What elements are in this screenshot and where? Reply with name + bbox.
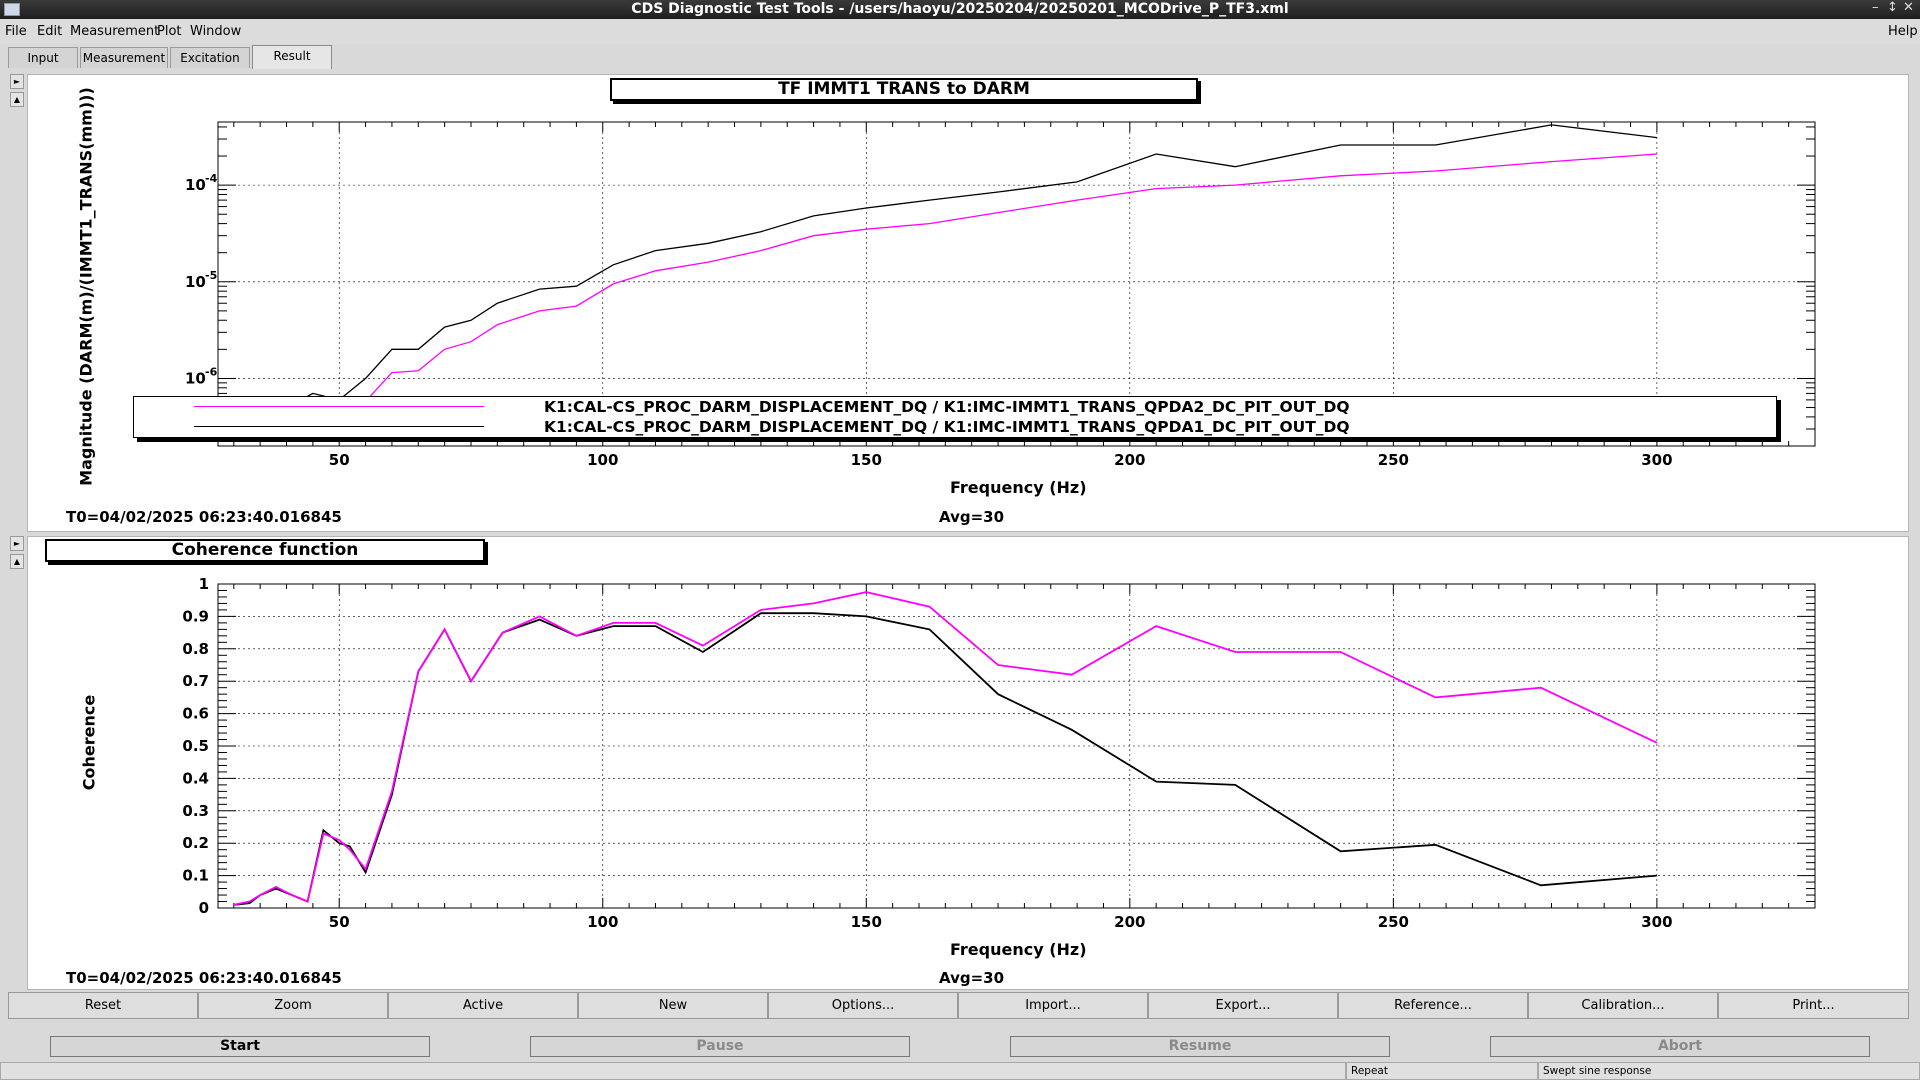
status-mode: Swept sine response [1538,1062,1920,1080]
x-tick-label: 300 [1641,913,1672,931]
tab-result[interactable]: Result [252,45,332,69]
y-tick-label: 0.3 [182,802,209,820]
tab-input[interactable]: Input [8,47,78,68]
reset-button[interactable]: Reset [8,992,198,1019]
start-button[interactable]: Start [50,1036,430,1057]
plot2-t0-label: T0=04/02/2025 06:23:40.016845 [66,969,342,987]
x-tick-label: 200 [1114,913,1145,931]
plot1-avg-label: Avg=30 [939,508,1005,526]
y-tick-label-exponent: -5 [205,269,217,282]
series-line-qpda2 [233,591,1658,906]
legend-label-qpda1: K1:CAL-CS_PROC_DARM_DISPLACEMENT_DQ / K1… [544,418,1350,436]
y-tick-label: 1 [199,575,209,593]
legend-label-qpda2: K1:CAL-CS_PROC_DARM_DISPLACEMENT_DQ / K1… [544,398,1350,416]
y-tick-label: 10 [185,369,206,387]
x-tick-label: 50 [329,451,350,469]
plot1-t0-label: T0=04/02/2025 06:23:40.016845 [66,508,342,526]
y-tick-label-exponent: -4 [205,172,218,185]
x-tick-label: 200 [1114,451,1145,469]
menu-file[interactable]: File [5,24,27,39]
y-tick-label: 0.8 [182,640,209,658]
plot2-title: Coherence function [45,539,485,562]
status-repeat: Repeat [1346,1062,1538,1080]
zoom-button[interactable]: Zoom [198,992,388,1019]
legend-entry-qpda1: K1:CAL-CS_PROC_DARM_DISPLACEMENT_DQ / K1… [134,418,1776,436]
legend-entry-qpda2: K1:CAL-CS_PROC_DARM_DISPLACEMENT_DQ / K1… [134,398,1776,416]
active-button[interactable]: Active [388,992,578,1019]
plot2-avg-label: Avg=30 [939,969,1005,987]
minimize-button[interactable]: – [1872,0,1879,15]
status-message [0,1062,1346,1080]
plot1-title: TF IMMT1 TRANS to DARM [610,78,1198,101]
new-button[interactable]: New [578,992,768,1019]
window-title: CDS Diagnostic Test Tools - /users/haoyu… [631,1,1289,17]
x-tick-label: 150 [851,913,882,931]
x-tick-label: 250 [1378,451,1409,469]
y-tick-label-exponent: -6 [205,365,218,378]
import-button[interactable]: Import... [958,992,1148,1019]
plot1-legend: K1:CAL-CS_PROC_DARM_DISPLACEMENT_DQ / K1… [133,396,1777,438]
maximize-button[interactable]: ↕ [1887,0,1898,15]
y-tick-label: 0.4 [182,769,209,787]
y-tick-label: 10 [185,273,206,291]
menu-bar: File Edit Measurement Plot Window Help [0,20,1920,44]
y-tick-label: 0 [199,899,209,917]
reference-button[interactable]: Reference... [1338,992,1528,1019]
coherence-plot[interactable]: 50 100 150 200 250 30000.10.20.30.40.50.60.70… [0,0,1920,1000]
abort-button[interactable]: Abort [1490,1036,1870,1057]
tab-strip: Input Measurement Excitation Result [0,45,1920,69]
y-tick-label: 0.1 [182,867,209,885]
export-button[interactable]: Export... [1148,992,1338,1019]
collapse-up-icon[interactable]: ▲ [10,554,24,569]
x-tick-label: 150 [851,451,882,469]
expand-right-icon[interactable]: ► [10,74,24,89]
print-button[interactable]: Print... [1718,992,1909,1019]
x-tick-label: 300 [1641,451,1672,469]
menu-measurement[interactable]: Measurement [70,24,160,39]
x-tick-label: 250 [1378,913,1409,931]
series-line-qpda1 [249,124,1657,415]
plot-frame [217,583,1816,909]
plot2-x-axis-label: Frequency (Hz) [950,940,1087,959]
menu-edit[interactable]: Edit [37,24,63,39]
y-tick-label: 0.6 [182,705,209,723]
plot-button-bar: Reset Zoom Active New Options... Import.… [8,992,1909,1019]
y-tick-label: 0.2 [182,834,209,852]
close-button[interactable]: ✕ [1903,0,1914,15]
collapse-up-icon[interactable]: ▲ [10,92,24,107]
menu-window[interactable]: Window [190,24,242,39]
y-tick-label: 0.7 [182,672,209,690]
y-tick-label: 0.5 [182,737,209,755]
legend-swatch-black [194,426,484,427]
window-titlebar: CDS Diagnostic Test Tools - /users/haoyu… [0,0,1920,19]
x-tick-label: 100 [587,913,618,931]
legend-swatch-magenta [194,406,484,407]
y-tick-label: 10 [185,176,206,194]
resume-button[interactable]: Resume [1010,1036,1390,1057]
plot-frame [217,121,1816,447]
menu-plot[interactable]: Plot [157,24,182,39]
app-icon [4,3,20,16]
expand-right-icon[interactable]: ► [10,536,24,551]
tab-measurement[interactable]: Measurement [80,47,168,68]
x-tick-label: 100 [587,451,618,469]
menu-help[interactable]: Help [1888,24,1918,39]
tab-excitation[interactable]: Excitation [170,47,250,68]
y-tick-label: 0.9 [182,607,209,625]
plot1-x-axis-label: Frequency (Hz) [950,478,1087,497]
calibration-button[interactable]: Calibration... [1528,992,1718,1019]
options-button[interactable]: Options... [768,992,958,1019]
x-tick-label: 50 [329,913,350,931]
pause-button[interactable]: Pause [530,1036,910,1057]
